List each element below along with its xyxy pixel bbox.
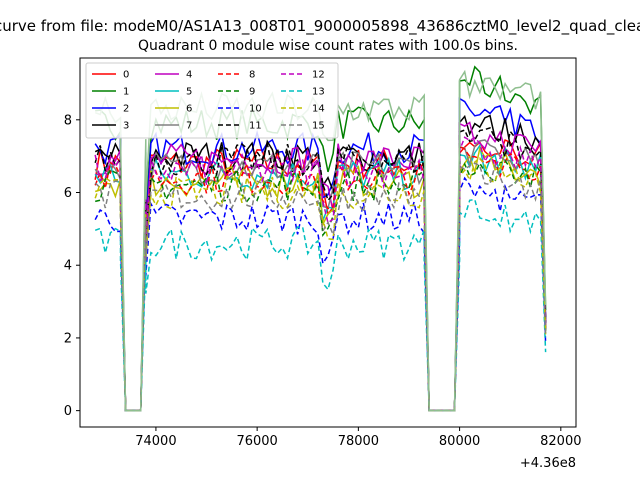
x-axis: 74000 76000 78000 80000 82000 bbox=[135, 427, 581, 449]
series-line-11 bbox=[94, 126, 547, 412]
legend-label: 9 bbox=[249, 87, 255, 98]
legend-label: 6 bbox=[186, 104, 192, 115]
chart-title: Quadrant 0 module wise count rates with … bbox=[138, 38, 518, 54]
legend-box bbox=[85, 62, 339, 139]
x-tick-label: 76000 bbox=[236, 434, 277, 449]
legend-label: 3 bbox=[123, 121, 129, 132]
legend-label: 1 bbox=[123, 87, 129, 98]
y-tick-label: 0 bbox=[64, 404, 72, 419]
axes-frame bbox=[79, 57, 577, 428]
legend-label: 5 bbox=[186, 87, 192, 98]
series-line-14 bbox=[94, 157, 547, 412]
series-line-15 bbox=[94, 162, 547, 412]
y-tick-label: 6 bbox=[64, 186, 72, 201]
legend-label: 10 bbox=[249, 104, 262, 115]
y-tick-label: 8 bbox=[64, 113, 72, 128]
legend-label: 4 bbox=[186, 70, 192, 81]
figure-suptitle: Lightcurve from file: modeM0/AS1A13_008T… bbox=[0, 17, 640, 36]
y-tick-label: 2 bbox=[64, 331, 72, 346]
legend-label: 14 bbox=[312, 104, 325, 115]
legend-label: 2 bbox=[123, 104, 129, 115]
legend-label: 7 bbox=[186, 121, 192, 132]
y-axis: 0 2 4 6 8 bbox=[64, 113, 80, 419]
x-tick-label: 82000 bbox=[540, 434, 581, 449]
x-tick-label: 74000 bbox=[135, 434, 176, 449]
legend-label: 13 bbox=[312, 87, 325, 98]
series-line-13 bbox=[94, 198, 547, 412]
legend-label: 8 bbox=[249, 70, 255, 81]
y-tick-label: 4 bbox=[64, 259, 72, 274]
legend-label: 12 bbox=[312, 70, 325, 81]
series-line-2 bbox=[94, 97, 547, 412]
x-tick-label: 78000 bbox=[338, 434, 379, 449]
x-tick-label: 80000 bbox=[439, 434, 480, 449]
legend-label: 15 bbox=[312, 121, 325, 132]
legend-label: 11 bbox=[249, 121, 262, 132]
x-offset-label: +4.36e8 bbox=[520, 456, 576, 471]
series-line-8 bbox=[94, 145, 547, 412]
series-line-12 bbox=[94, 136, 547, 412]
legend-label: 0 bbox=[123, 70, 129, 81]
